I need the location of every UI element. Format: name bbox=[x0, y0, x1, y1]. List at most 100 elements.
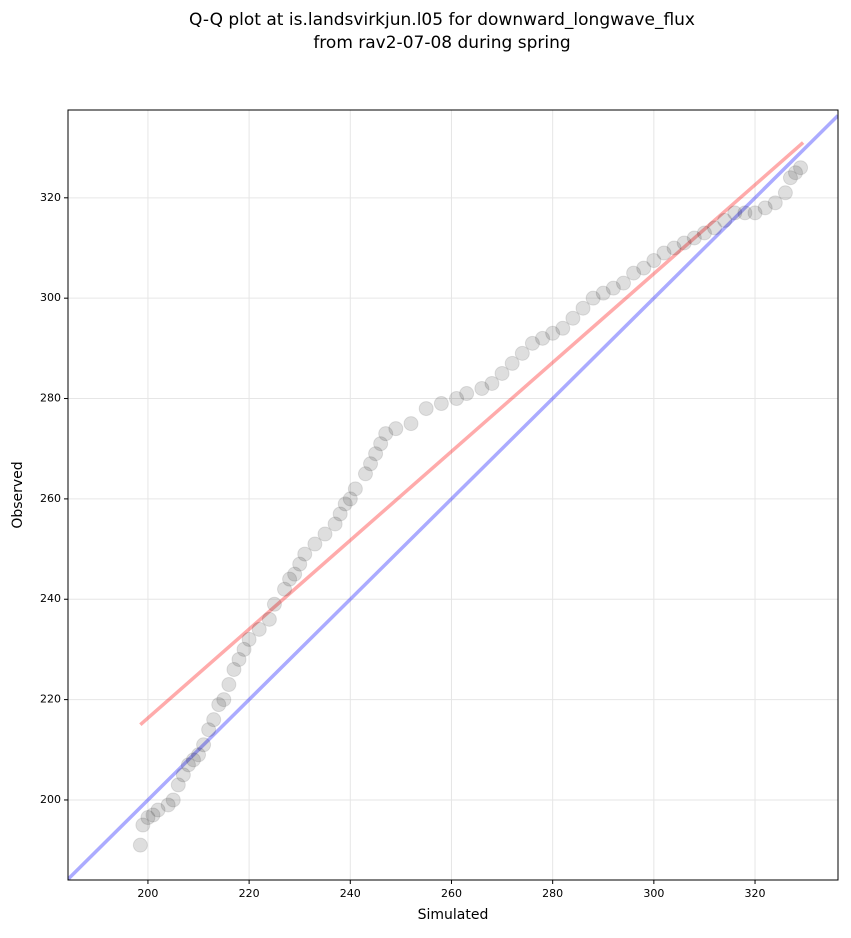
reference-line bbox=[139, 141, 805, 727]
y-axis-label: Observed bbox=[10, 461, 26, 528]
point bbox=[216, 692, 232, 708]
point bbox=[545, 325, 561, 341]
point bbox=[277, 581, 293, 597]
point bbox=[165, 792, 181, 808]
y-tick-label: 320 bbox=[40, 191, 61, 204]
point bbox=[140, 810, 156, 826]
point bbox=[282, 571, 298, 587]
point bbox=[292, 556, 308, 572]
y-tick-label: 300 bbox=[40, 291, 61, 304]
chart-title: Q-Q plot at is.landsvirkjun.l05 for down… bbox=[189, 10, 695, 30]
point bbox=[524, 335, 540, 351]
point bbox=[226, 661, 242, 677]
point bbox=[757, 200, 773, 216]
point bbox=[135, 817, 151, 833]
point bbox=[317, 526, 333, 542]
point bbox=[449, 391, 465, 407]
point bbox=[378, 426, 394, 442]
point bbox=[342, 491, 358, 507]
point bbox=[696, 225, 712, 241]
point bbox=[767, 195, 783, 211]
x-tick-label: 320 bbox=[745, 887, 766, 900]
point bbox=[241, 631, 257, 647]
point bbox=[297, 546, 313, 562]
point bbox=[585, 290, 601, 306]
axes-frame bbox=[67, 109, 839, 881]
point bbox=[132, 837, 148, 853]
point bbox=[615, 275, 631, 291]
point bbox=[459, 386, 475, 402]
x-tick-label: 260 bbox=[441, 887, 462, 900]
x-tick-label: 220 bbox=[239, 887, 260, 900]
point bbox=[686, 230, 702, 246]
x-tick-label: 300 bbox=[643, 887, 664, 900]
point bbox=[368, 446, 384, 462]
point bbox=[737, 205, 753, 221]
point bbox=[605, 280, 621, 296]
point bbox=[332, 506, 348, 522]
point bbox=[676, 235, 692, 251]
point bbox=[307, 536, 323, 552]
grid bbox=[68, 110, 838, 880]
y-tick-label: 280 bbox=[40, 392, 61, 405]
point bbox=[251, 621, 267, 637]
point bbox=[388, 421, 404, 437]
point bbox=[337, 496, 353, 512]
point bbox=[180, 757, 196, 773]
point bbox=[595, 285, 611, 301]
point bbox=[777, 185, 793, 201]
point bbox=[626, 265, 642, 281]
point bbox=[403, 416, 419, 432]
point bbox=[474, 380, 490, 396]
point bbox=[575, 300, 591, 316]
point bbox=[231, 651, 247, 667]
y-tick-label: 240 bbox=[40, 592, 61, 605]
x-axis-label: Simulated bbox=[418, 907, 489, 923]
point bbox=[494, 365, 510, 381]
point bbox=[185, 752, 201, 768]
point bbox=[145, 807, 161, 823]
point bbox=[327, 516, 343, 532]
y-tick-label: 220 bbox=[40, 693, 61, 706]
point bbox=[717, 212, 733, 228]
point bbox=[636, 260, 652, 276]
point bbox=[201, 722, 217, 738]
x-tick-label: 240 bbox=[340, 887, 361, 900]
point bbox=[727, 205, 743, 221]
point bbox=[418, 401, 434, 417]
point bbox=[261, 611, 277, 627]
point bbox=[646, 253, 662, 269]
point bbox=[170, 777, 186, 793]
point bbox=[357, 466, 373, 482]
point bbox=[747, 205, 763, 221]
reference-line bbox=[68, 114, 838, 880]
y-tick-label: 200 bbox=[40, 793, 61, 806]
point bbox=[150, 802, 166, 818]
point bbox=[514, 345, 530, 361]
point bbox=[707, 220, 723, 236]
x-tick-label: 200 bbox=[137, 887, 158, 900]
chart-title: from rav2-07-08 during spring bbox=[313, 33, 570, 53]
point bbox=[347, 481, 363, 497]
y-tick-label: 260 bbox=[40, 492, 61, 505]
point bbox=[656, 245, 672, 261]
point bbox=[266, 596, 282, 612]
point bbox=[196, 737, 212, 753]
point bbox=[175, 767, 191, 783]
point bbox=[793, 160, 809, 176]
point bbox=[236, 641, 252, 657]
point bbox=[788, 165, 804, 181]
point bbox=[484, 375, 500, 391]
point bbox=[160, 797, 176, 813]
x-tick-label: 280 bbox=[542, 887, 563, 900]
point bbox=[211, 697, 227, 713]
point bbox=[221, 677, 237, 693]
point bbox=[535, 330, 551, 346]
point bbox=[206, 712, 222, 728]
point bbox=[504, 355, 520, 371]
point bbox=[782, 170, 798, 186]
point bbox=[191, 747, 207, 763]
point bbox=[373, 436, 389, 452]
point bbox=[363, 456, 379, 472]
